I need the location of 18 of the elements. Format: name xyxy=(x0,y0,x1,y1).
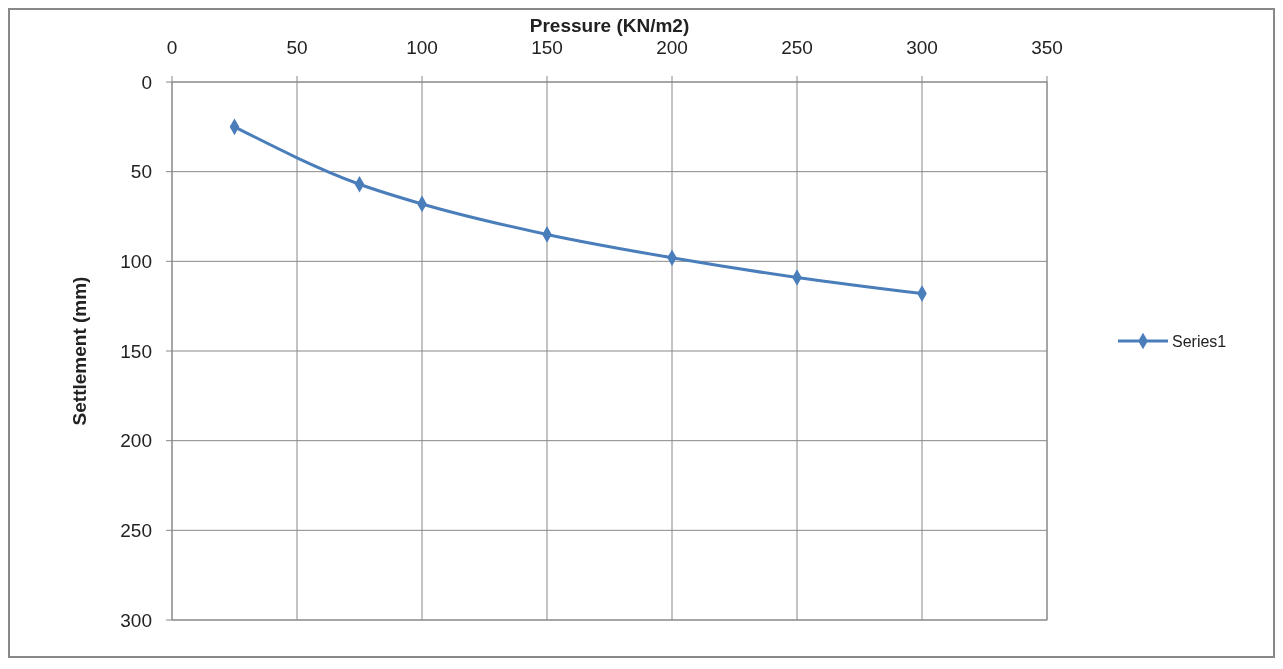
x-tick-label: 200 xyxy=(656,37,688,58)
y-tick-label: 150 xyxy=(120,340,152,362)
y-tick-label: 250 xyxy=(120,519,152,541)
y-tick-label: 300 xyxy=(120,609,152,631)
y-tick-label: 0 xyxy=(141,71,152,93)
y-tick-label: 50 xyxy=(130,161,152,183)
x-tick-label: 100 xyxy=(406,37,438,58)
y-tick-label: 100 xyxy=(120,250,152,272)
x-tick-label: 0 xyxy=(166,37,178,58)
y-axis-title: Settlement (mm) xyxy=(69,276,90,426)
x-tick-label: 150 xyxy=(531,37,563,58)
x-tick-label: 350 xyxy=(1031,37,1063,58)
legend-label: Series1 xyxy=(1172,332,1227,350)
x-tick-label: 250 xyxy=(781,37,813,58)
x-tick-label: 300 xyxy=(906,37,938,58)
y-tick-label: 200 xyxy=(120,430,152,452)
x-axis-title: Pressure (KN/m2) xyxy=(529,15,690,36)
x-tick-label: 50 xyxy=(286,37,308,58)
